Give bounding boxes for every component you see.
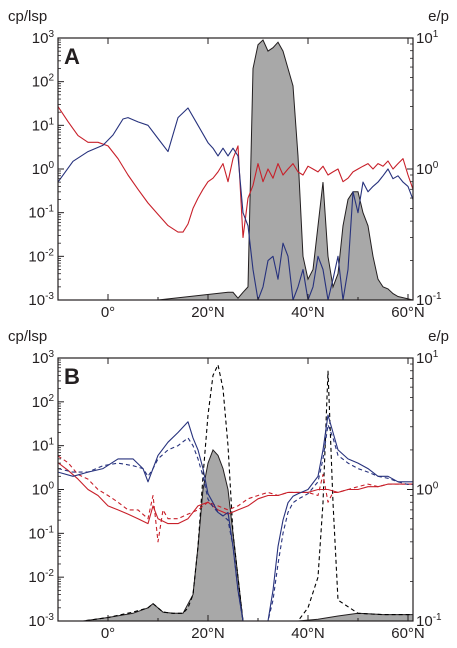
x-tick-label: 40°N xyxy=(291,304,325,321)
tick-base: 10 xyxy=(32,438,49,455)
series-line-4 xyxy=(58,414,413,621)
panel-label: A xyxy=(64,44,80,69)
tick-exponent: 0 xyxy=(48,481,54,492)
tick-exponent: 3 xyxy=(48,29,54,40)
tick-exponent: -3 xyxy=(45,612,54,623)
y-left-axis-title: cp/lsp xyxy=(8,328,47,345)
series-fill-0 xyxy=(58,448,413,621)
y-right-tick-label: 100 xyxy=(416,160,439,178)
tick-base: 10 xyxy=(32,161,49,178)
series-fill-0 xyxy=(58,39,413,300)
tick-exponent: -3 xyxy=(45,291,54,302)
y-left-tick-label: 101 xyxy=(32,116,55,134)
y-left-tick-label: 103 xyxy=(32,349,55,367)
series-line-5 xyxy=(58,424,413,621)
tick-base: 10 xyxy=(416,161,433,178)
y-left-tick-label: 100 xyxy=(32,481,55,499)
tick-base: 10 xyxy=(416,482,433,499)
x-tick-label: 20°N xyxy=(191,625,225,642)
tick-base: 10 xyxy=(28,248,45,265)
y-left-tick-label: 10-3 xyxy=(28,612,54,630)
tick-exponent: -2 xyxy=(45,247,54,258)
tick-base: 10 xyxy=(32,117,49,134)
x-tick-label: 20°N xyxy=(191,304,225,321)
series-line-2 xyxy=(58,107,413,300)
tick-base: 10 xyxy=(32,482,49,499)
tick-exponent: -1 xyxy=(433,612,442,623)
y-right-tick-label: 100 xyxy=(416,481,439,499)
y-left-tick-label: 10-1 xyxy=(28,204,54,222)
plot-area xyxy=(58,364,413,621)
tick-base: 10 xyxy=(32,394,49,411)
y-left-tick-label: 10-2 xyxy=(28,568,54,586)
tick-exponent: 1 xyxy=(48,116,54,127)
tick-exponent: 2 xyxy=(48,393,54,404)
tick-exponent: 0 xyxy=(48,160,54,171)
tick-exponent: 1 xyxy=(433,349,439,360)
y-right-axis-title: e/p xyxy=(428,8,449,25)
y-left-tick-label: 101 xyxy=(32,437,55,455)
tick-base: 10 xyxy=(32,74,49,91)
tick-base: 10 xyxy=(28,525,45,542)
tick-exponent: 3 xyxy=(48,349,54,360)
y-right-tick-label: 10-1 xyxy=(416,612,442,630)
panel-label: B xyxy=(64,364,80,389)
series-line-3 xyxy=(58,455,413,543)
series-line-1 xyxy=(58,364,413,621)
tick-base: 10 xyxy=(28,292,45,309)
tick-exponent: 0 xyxy=(433,160,439,171)
panel-A: 0° 20°N 40°N 60°N10310210110010-110-210-310… xyxy=(8,8,449,321)
tick-exponent: -2 xyxy=(45,568,54,579)
tick-exponent: 0 xyxy=(433,481,439,492)
y-right-tick-label: 10-1 xyxy=(416,291,442,309)
x-tick-label: 60°N xyxy=(391,304,425,321)
series-line-1 xyxy=(58,106,413,239)
y-left-axis-title: cp/lsp xyxy=(8,8,47,25)
plot-area xyxy=(58,39,413,300)
panel-B: 0° 20°N 40°N 60°N10310210110010-110-210-310… xyxy=(8,328,449,642)
tick-exponent: -1 xyxy=(433,291,442,302)
tick-exponent: -1 xyxy=(45,204,54,215)
tick-base: 10 xyxy=(416,613,433,630)
y-left-tick-label: 103 xyxy=(32,29,55,47)
tick-base: 10 xyxy=(28,569,45,586)
tick-base: 10 xyxy=(28,205,45,222)
tick-exponent: -1 xyxy=(45,524,54,535)
x-tick-label: 0° xyxy=(101,625,115,642)
y-left-tick-label: 100 xyxy=(32,160,55,178)
y-right-tick-label: 101 xyxy=(416,29,439,47)
tick-base: 10 xyxy=(28,613,45,630)
y-left-tick-label: 10-1 xyxy=(28,524,54,542)
y-right-axis-title: e/p xyxy=(428,328,449,345)
x-tick-label: 60°N xyxy=(391,625,425,642)
y-left-tick-label: 10-2 xyxy=(28,247,54,265)
tick-exponent: 1 xyxy=(433,29,439,40)
tick-base: 10 xyxy=(416,350,433,367)
tick-base: 10 xyxy=(32,350,49,367)
x-tick-label: 0° xyxy=(101,304,115,321)
y-right-tick-label: 101 xyxy=(416,349,439,367)
tick-base: 10 xyxy=(416,292,433,309)
tick-exponent: 1 xyxy=(48,437,54,448)
tick-base: 10 xyxy=(416,30,433,47)
y-left-tick-label: 10-3 xyxy=(28,291,54,309)
y-left-tick-label: 102 xyxy=(32,73,55,91)
x-tick-label: 40°N xyxy=(291,625,325,642)
series-line-2 xyxy=(58,462,413,525)
tick-exponent: 2 xyxy=(48,73,54,84)
y-left-tick-label: 102 xyxy=(32,393,55,411)
tick-base: 10 xyxy=(32,30,49,47)
